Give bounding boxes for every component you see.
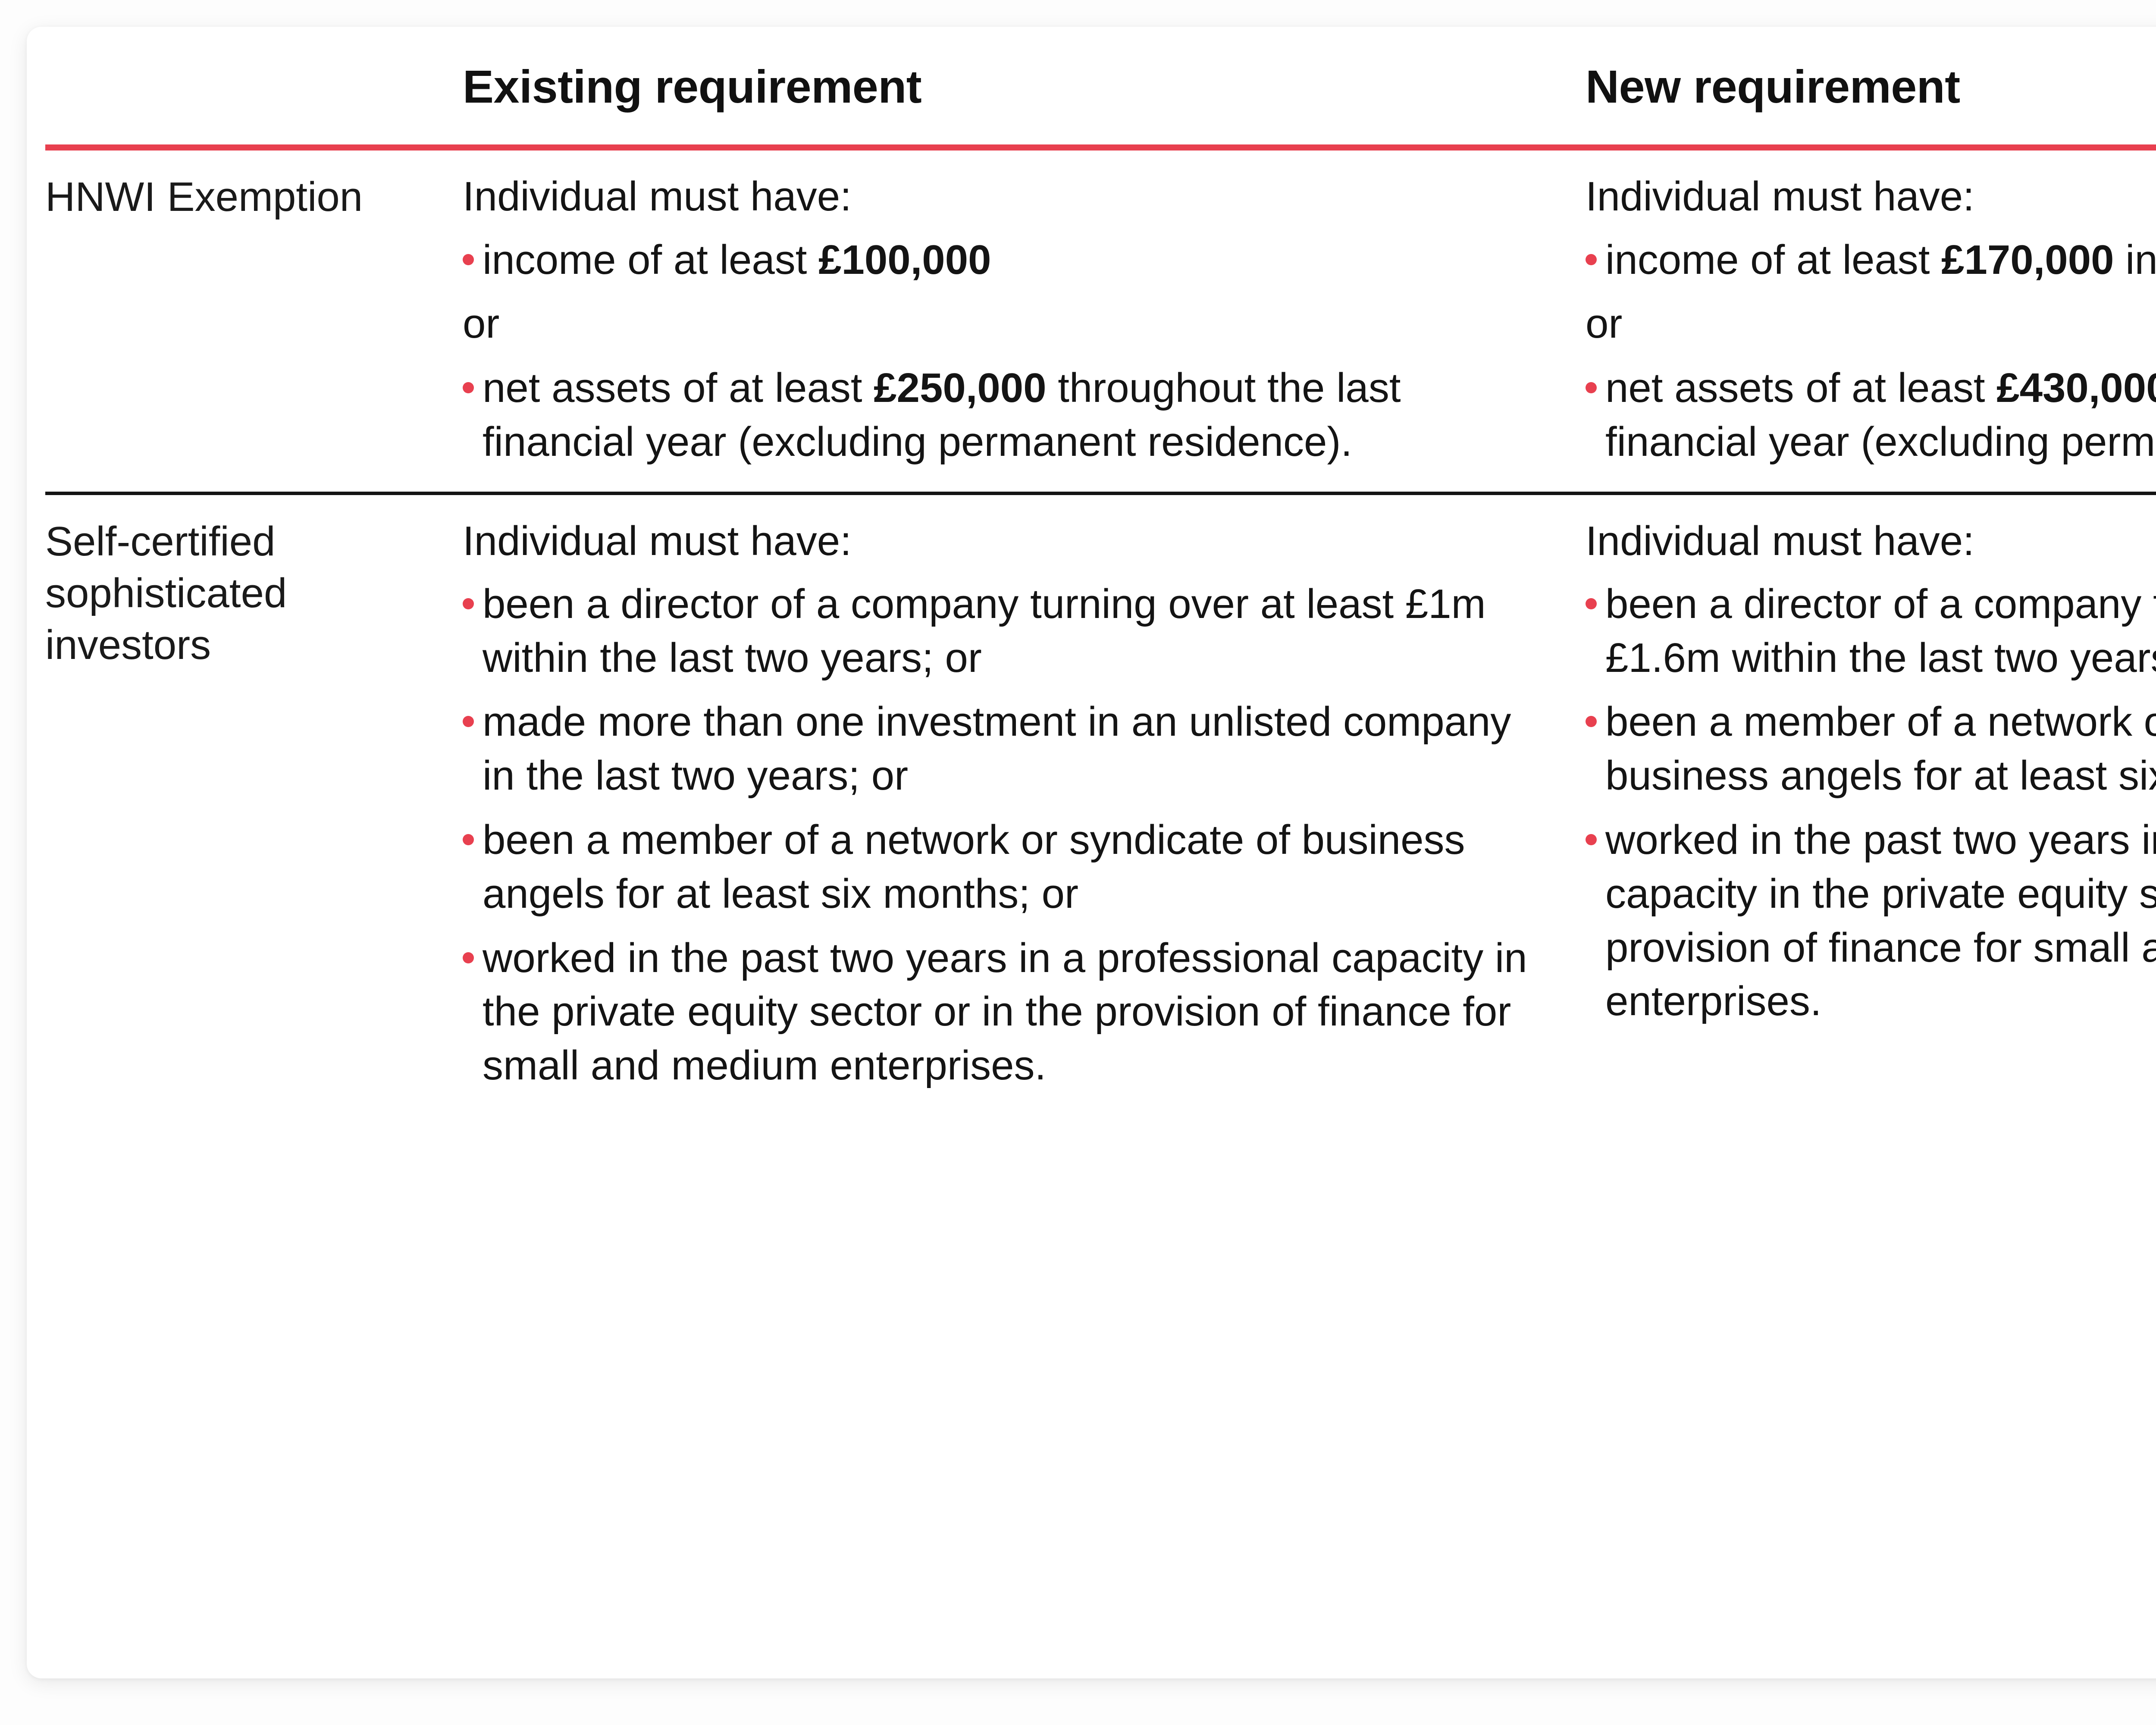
list-item-text: been a director of a company turning ove… (483, 580, 1486, 681)
list-item-amount: £100,000 (818, 236, 991, 283)
list-item-text: made more than one investment in an unli… (483, 699, 1511, 799)
row-label-hnwi: HNWI Exemption (45, 174, 363, 220)
table-row: Self-certified sophisticated investors I… (45, 495, 2156, 1115)
cell-hnwi-existing: Individual must have: income of at least… (459, 151, 1580, 491)
bullet-list: income of at least £170,000 in the last … (1586, 233, 2156, 469)
list-item-text: worked in the past two years in a profes… (1605, 816, 2156, 1025)
requirements-comparison-table: Existing requirement New requirement (45, 27, 2156, 1115)
comparison-table-card: Existing requirement New requirement (27, 27, 2156, 1678)
list-item: income of at least £170,000 in the last … (1586, 233, 2156, 287)
column-header-existing: Existing requirement (459, 27, 1580, 144)
header-rule-row (45, 144, 2156, 151)
row-divider-cell (45, 491, 2156, 495)
row-label-cell-sophisticated: Self-certified sophisticated investors (45, 495, 459, 1115)
list-item: worked in the past two years in a profes… (463, 932, 1529, 1093)
list-item: been a member of a network or syndicate … (463, 813, 1529, 921)
list-item-text: been a director of a company turning ove… (1605, 580, 2156, 681)
cell-lead-text: Individual must have: (1586, 518, 1974, 564)
list-item-text: net assets of at least (483, 365, 874, 411)
row-divider-rule (45, 491, 2156, 495)
row-label-cell-hnwi: HNWI Exemption (45, 151, 459, 491)
table-head: Existing requirement New requirement (45, 27, 2156, 151)
list-item: net assets of at least £250,000 througho… (463, 361, 1529, 469)
bullet-list: income of at least £100,000 or net asset… (463, 233, 1529, 469)
table-body: HNWI Exemption Individual must have: inc… (45, 151, 2156, 1115)
column-header-new-text: New requirement (1586, 60, 1960, 113)
bullet-list: been a director of a company turning ove… (463, 577, 1529, 1093)
column-header-label (45, 27, 459, 144)
list-item: been a director of a company turning ove… (463, 577, 1529, 685)
list-item-amount: £170,000 (1941, 236, 2114, 283)
cell-lead-text: Individual must have: (463, 518, 852, 564)
list-item: income of at least £100,000 (463, 233, 1529, 287)
list-item: worked in the past two years in a profes… (1586, 813, 2156, 1029)
row-divider-row (45, 491, 2156, 495)
cell-sophisticated-new: Individual must have: been a director of… (1580, 495, 2156, 1115)
header-row: Existing requirement New requirement (45, 27, 2156, 144)
cell-hnwi-new: Individual must have: income of at least… (1580, 151, 2156, 491)
header-rule-cell (45, 144, 2156, 151)
bullet-list: been a director of a company turning ove… (1586, 577, 2156, 1029)
list-item-text: worked in the past two years in a profes… (483, 935, 1527, 1089)
table-row: HNWI Exemption Individual must have: inc… (45, 151, 2156, 491)
card-inner: Existing requirement New requirement (45, 27, 2156, 1678)
list-item-conjunction: or (463, 297, 1529, 351)
list-item-text: or (1586, 301, 1623, 347)
list-item-tail: in the last financial year (2125, 236, 2156, 283)
list-item-text: or (463, 301, 500, 347)
list-item-text: income of at least (1605, 236, 1942, 283)
list-item-amount: £250,000 (874, 365, 1047, 411)
list-item-text: been a member of a network or syndicate … (1605, 699, 2156, 799)
list-item-tail: throughout the last financial year (excl… (1605, 418, 2156, 465)
column-header-existing-text: Existing requirement (463, 60, 922, 113)
list-item: made more than one investment in an unli… (463, 695, 1529, 803)
list-item-tail: throughout the last financial year (excl… (483, 365, 1401, 465)
list-item: been a director of a company turning ove… (1586, 577, 2156, 685)
header-red-rule (45, 144, 2156, 151)
list-item-text: net assets of at least (1605, 365, 1997, 411)
list-item-text: been a member of a network or syndicate … (483, 816, 1465, 917)
cell-sophisticated-existing: Individual must have: been a director of… (459, 495, 1580, 1115)
list-item-amount: £430,000 (1996, 365, 2156, 411)
cell-lead-text: Individual must have: (1586, 173, 1974, 220)
list-item-text: income of at least (483, 236, 819, 283)
list-item-conjunction: or (1586, 297, 2156, 351)
list-item: net assets of at least £430,000 througho… (1586, 361, 2156, 469)
column-header-new: New requirement (1580, 27, 2156, 144)
column-header-label-text (45, 75, 459, 144)
row-label-sophisticated: Self-certified sophisticated investors (45, 518, 287, 668)
cell-lead-text: Individual must have: (463, 173, 852, 220)
list-item: been a member of a network or syndicate … (1586, 695, 2156, 803)
